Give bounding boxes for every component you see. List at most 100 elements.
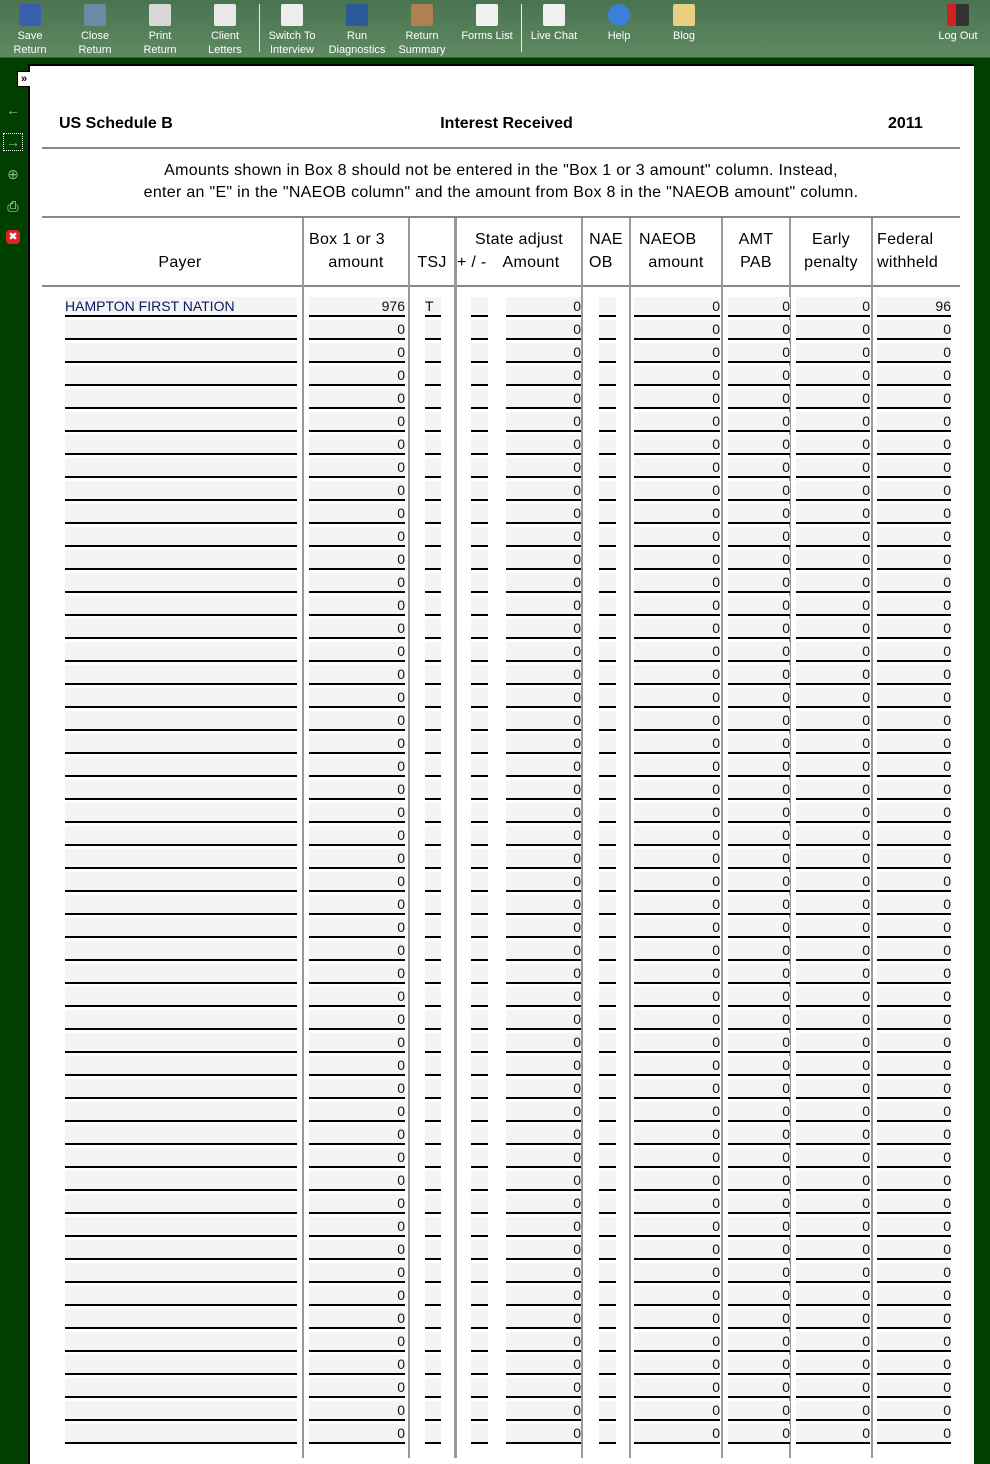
amt-pab-field[interactable]: 0	[728, 1010, 790, 1030]
early-penalty-field[interactable]: 0	[796, 550, 870, 570]
payer-field[interactable]	[65, 1309, 297, 1329]
naeob-amount-field[interactable]: 0	[634, 458, 720, 478]
payer-field[interactable]	[65, 1148, 297, 1168]
naeob-amount-field[interactable]: 0	[634, 1309, 720, 1329]
box1-amount-field[interactable]: 0	[309, 1401, 405, 1421]
state-adjust-amount-field[interactable]: 0	[506, 941, 581, 961]
federal-withheld-field[interactable]: 0	[877, 757, 951, 777]
naeob-amount-field[interactable]: 0	[634, 964, 720, 984]
naeob-field[interactable]	[599, 757, 616, 777]
box1-amount-field[interactable]: 0	[309, 1125, 405, 1145]
amt-pab-field[interactable]: 0	[728, 1424, 790, 1444]
payer-field[interactable]	[65, 688, 297, 708]
naeob-amount-field[interactable]: 0	[634, 1401, 720, 1421]
state-adjust-sign-field[interactable]	[471, 918, 488, 938]
state-adjust-amount-field[interactable]: 0	[506, 826, 581, 846]
tsj-field[interactable]	[425, 1102, 441, 1122]
amt-pab-field[interactable]: 0	[728, 1309, 790, 1329]
amt-pab-field[interactable]: 0	[728, 343, 790, 363]
federal-withheld-field[interactable]: 0	[877, 642, 951, 662]
early-penalty-field[interactable]: 0	[796, 297, 870, 317]
naeob-field[interactable]	[599, 1355, 616, 1375]
box1-amount-field[interactable]: 0	[309, 1286, 405, 1306]
state-adjust-sign-field[interactable]	[471, 1263, 488, 1283]
amt-pab-field[interactable]: 0	[728, 918, 790, 938]
box1-amount-field[interactable]: 0	[309, 504, 405, 524]
early-penalty-field[interactable]: 0	[796, 343, 870, 363]
payer-field[interactable]	[65, 1010, 297, 1030]
state-adjust-sign-field[interactable]	[471, 573, 488, 593]
state-adjust-sign-field[interactable]	[471, 596, 488, 616]
payer-field[interactable]	[65, 987, 297, 1007]
state-adjust-amount-field[interactable]: 0	[506, 550, 581, 570]
state-adjust-amount-field[interactable]: 0	[506, 1171, 581, 1191]
federal-withheld-field[interactable]: 96	[877, 297, 951, 317]
state-adjust-amount-field[interactable]: 0	[506, 688, 581, 708]
payer-field[interactable]	[65, 1056, 297, 1076]
early-penalty-field[interactable]: 0	[796, 1171, 870, 1191]
naeob-amount-field[interactable]: 0	[634, 481, 720, 501]
tsj-field[interactable]	[425, 1378, 441, 1398]
early-penalty-field[interactable]: 0	[796, 458, 870, 478]
payer-field[interactable]	[65, 320, 297, 340]
state-adjust-sign-field[interactable]	[471, 757, 488, 777]
naeob-amount-field[interactable]: 0	[634, 849, 720, 869]
state-adjust-amount-field[interactable]: 0	[506, 1378, 581, 1398]
state-adjust-amount-field[interactable]: 0	[506, 1355, 581, 1375]
box1-amount-field[interactable]: 976	[309, 297, 405, 317]
state-adjust-sign-field[interactable]	[471, 366, 488, 386]
naeob-field[interactable]	[599, 1263, 616, 1283]
tsj-field[interactable]	[425, 964, 441, 984]
state-adjust-sign-field[interactable]	[471, 964, 488, 984]
state-adjust-amount-field[interactable]: 0	[506, 964, 581, 984]
box1-amount-field[interactable]: 0	[309, 1309, 405, 1329]
tsj-field[interactable]	[425, 1079, 441, 1099]
naeob-field[interactable]	[599, 1125, 616, 1145]
state-adjust-sign-field[interactable]	[471, 849, 488, 869]
naeob-amount-field[interactable]: 0	[634, 1194, 720, 1214]
tsj-field[interactable]	[425, 320, 441, 340]
early-penalty-field[interactable]: 0	[796, 872, 870, 892]
state-adjust-amount-field[interactable]: 0	[506, 389, 581, 409]
federal-withheld-field[interactable]: 0	[877, 573, 951, 593]
tsj-field[interactable]	[425, 1194, 441, 1214]
tsj-field[interactable]	[425, 435, 441, 455]
state-adjust-sign-field[interactable]	[471, 320, 488, 340]
state-adjust-sign-field[interactable]	[471, 665, 488, 685]
tsj-field[interactable]	[425, 527, 441, 547]
state-adjust-amount-field[interactable]: 0	[506, 1148, 581, 1168]
box1-amount-field[interactable]: 0	[309, 596, 405, 616]
naeob-field[interactable]	[599, 1148, 616, 1168]
state-adjust-amount-field[interactable]: 0	[506, 573, 581, 593]
federal-withheld-field[interactable]: 0	[877, 1056, 951, 1076]
state-adjust-amount-field[interactable]: 0	[506, 619, 581, 639]
federal-withheld-field[interactable]: 0	[877, 1125, 951, 1145]
naeob-amount-field[interactable]: 0	[634, 1056, 720, 1076]
early-penalty-field[interactable]: 0	[796, 1148, 870, 1168]
payer-field[interactable]	[65, 389, 297, 409]
amt-pab-field[interactable]: 0	[728, 1079, 790, 1099]
naeob-field[interactable]	[599, 895, 616, 915]
amt-pab-field[interactable]: 0	[728, 780, 790, 800]
state-adjust-sign-field[interactable]	[471, 688, 488, 708]
amt-pab-field[interactable]: 0	[728, 458, 790, 478]
naeob-field[interactable]	[599, 964, 616, 984]
amt-pab-field[interactable]: 0	[728, 619, 790, 639]
box1-amount-field[interactable]: 0	[309, 1332, 405, 1352]
state-adjust-amount-field[interactable]: 0	[506, 1401, 581, 1421]
naeob-field[interactable]	[599, 1309, 616, 1329]
state-adjust-amount-field[interactable]: 0	[506, 527, 581, 547]
state-adjust-amount-field[interactable]: 0	[506, 297, 581, 317]
box1-amount-field[interactable]: 0	[309, 1102, 405, 1122]
payer-field[interactable]	[65, 642, 297, 662]
state-adjust-sign-field[interactable]	[471, 1309, 488, 1329]
tsj-field[interactable]	[425, 941, 441, 961]
box1-amount-field[interactable]: 0	[309, 918, 405, 938]
federal-withheld-field[interactable]: 0	[877, 1355, 951, 1375]
federal-withheld-field[interactable]: 0	[877, 481, 951, 501]
toolbar-button-blog[interactable]: Blog	[652, 2, 716, 43]
payer-field[interactable]	[65, 964, 297, 984]
naeob-field[interactable]	[599, 665, 616, 685]
federal-withheld-field[interactable]: 0	[877, 872, 951, 892]
state-adjust-sign-field[interactable]	[471, 1217, 488, 1237]
